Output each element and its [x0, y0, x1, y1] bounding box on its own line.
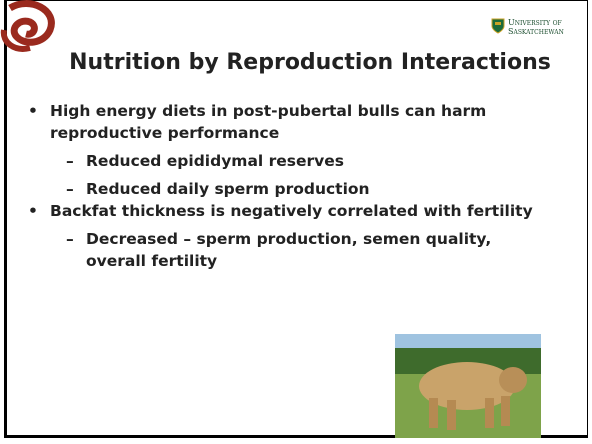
- logo-line: University of: [508, 18, 562, 27]
- slide-title: Nutrition by Reproduction Interactions: [69, 50, 551, 75]
- sub-bullet: Reduced epididymal reserves: [28, 150, 548, 172]
- university-name: University of Saskatchewan: [508, 18, 564, 36]
- logo-line: Saskatchewan: [508, 27, 564, 36]
- sub-bullet: Decreased – sperm production, semen qual…: [28, 228, 548, 272]
- sub-bullet: Reduced daily sperm production: [28, 178, 548, 200]
- bullet: Backfat thickness is negatively correlat…: [28, 200, 548, 222]
- slide-frame: [4, 0, 588, 438]
- bull-photo: [395, 334, 541, 438]
- logo-swirl: [0, 0, 55, 52]
- university-shield: [491, 18, 505, 34]
- bullet: High energy diets in post-pubertal bulls…: [28, 100, 548, 144]
- bullet-list: High energy diets in post-pubertal bulls…: [28, 100, 548, 272]
